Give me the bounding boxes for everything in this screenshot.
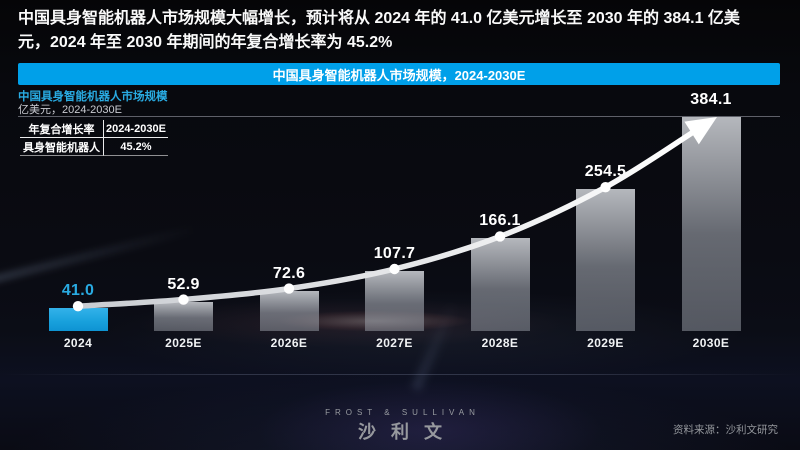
headline-line-2: 元，2024 年至 2030 年期间的年复合增长率为 45.2%	[18, 34, 393, 51]
value-label-2028E: 166.1	[479, 212, 521, 230]
bar-2026E	[259, 290, 319, 331]
bar-2024	[48, 308, 108, 331]
chart-subtitle: 亿美元，2024-2030E	[18, 104, 122, 116]
chart-title: 中国具身智能机器人市场规模	[18, 91, 168, 103]
x-tick-2029E: 2029E	[587, 336, 624, 350]
value-label-2030E: 384.1	[690, 91, 732, 108]
page-headline: 中国具身智能机器人市场规模大幅增长，预计将从 2024 年的 41.0 亿美元增…	[18, 7, 786, 55]
cagr-row-label: 具身智能机器人	[20, 138, 104, 156]
x-tick-2027E: 2027E	[376, 336, 413, 350]
x-tick-2026E: 2026E	[270, 336, 308, 350]
banner-title: 中国具身智能机器人市场规模，2024-2030E	[272, 67, 526, 83]
logo-en-text: FROST & SULLIVAN	[325, 408, 480, 417]
bar-2029E	[576, 189, 635, 331]
x-tick-2028E: 2028E	[481, 336, 519, 350]
value-label-2027E: 107.7	[373, 244, 416, 262]
logo-cn-text: 沙利文	[358, 422, 457, 442]
bar-2027E	[365, 270, 424, 331]
cagr-header-metric: 年复合增长率	[20, 120, 104, 138]
chart-banner: 中国具身智能机器人市场规模，2024-2030E	[18, 63, 780, 85]
value-label-2024: 41.0	[61, 282, 95, 300]
bar-2025E	[154, 301, 213, 331]
frost-sullivan-logo: FROST & SULLIVAN 沙利文	[0, 408, 800, 444]
horizon-line	[0, 374, 800, 375]
cagr-row-value: 45.2%	[104, 138, 168, 156]
x-tick-2030E: 2030E	[692, 336, 730, 350]
x-tick-2025E: 2025E	[165, 336, 202, 350]
value-label-2026E: 72.6	[272, 264, 306, 282]
value-label-2025E: 52.9	[167, 275, 200, 293]
cagr-table: 年复合增长率 2024-2030E 具身智能机器人 45.2%	[20, 120, 168, 156]
cagr-header-period: 2024-2030E	[104, 120, 168, 138]
value-label-2029E: 254.5	[584, 163, 627, 181]
top-gridline	[18, 116, 780, 117]
source-note: 资料来源：沙利文研究	[673, 424, 778, 436]
headline-line-1: 中国具身智能机器人市场规模大幅增长，预计将从 2024 年的 41.0 亿美元增…	[18, 10, 740, 27]
x-tick-2024: 2024	[63, 336, 93, 350]
bar-2028E	[470, 238, 530, 331]
bar-2030E	[681, 117, 741, 331]
